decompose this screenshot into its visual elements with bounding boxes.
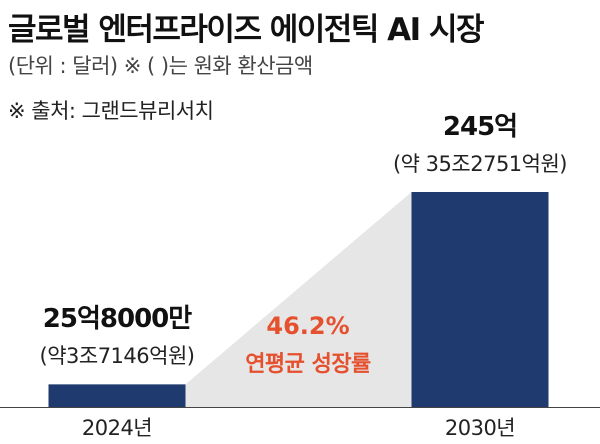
bar-1 <box>48 384 186 407</box>
source-note: ※ 출처: 그랜드뷰리서치 <box>8 99 214 123</box>
bar-krw-label-1: (약3조7146억원) <box>39 344 195 369</box>
unit-note: (단위 : 달러) ※ ( )는 원화 환산금액 <box>8 54 313 78</box>
bar-krw-label-2: (약 35조2751억원) <box>392 152 568 176</box>
growth-band <box>185 192 412 407</box>
bar-value-label-1: 25억8000만 <box>42 304 192 335</box>
growth-rate-label: 연평균 성장률 <box>245 352 371 377</box>
growth-rate: 46.2% <box>266 312 350 340</box>
x-tick-label-1: 2024년 <box>81 416 153 440</box>
x-tick-label-2: 2030년 <box>444 416 516 440</box>
bar-2 <box>411 192 549 407</box>
chart-title: 글로벌 엔터프라이즈 에이전틱 AI 시장 <box>8 12 485 48</box>
bar-value-label-2: 245억 <box>442 112 518 142</box>
